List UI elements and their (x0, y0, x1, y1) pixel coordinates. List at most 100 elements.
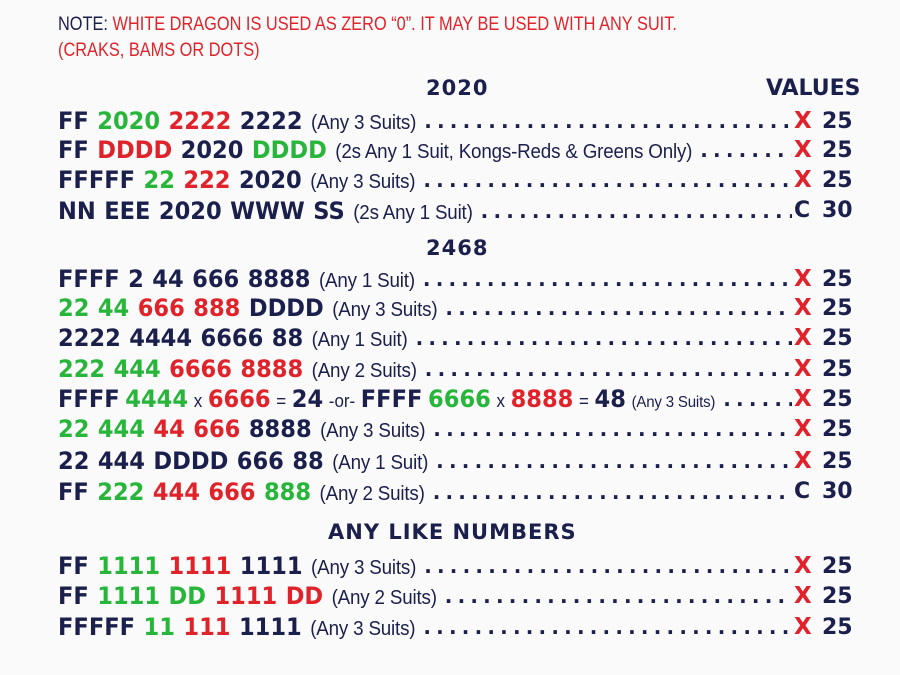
point-value: 25 (822, 326, 853, 351)
hand-value: X 25 (794, 551, 858, 583)
hand-row: FF 1111 DD 1111 DD (Any 2 Suits).............… (58, 581, 858, 613)
tile-group: 1111 (97, 552, 161, 580)
dot-leader: ........................................… (424, 357, 792, 381)
hand-description: (2s Any 1 Suit) (353, 202, 473, 224)
concealed-mark: C (794, 198, 811, 223)
operator-symbol: -or- (328, 391, 356, 411)
hand-value: X 25 (794, 354, 858, 386)
hand-row: FFFF 2 44 666 8888 (Any 1 Suit)..............… (58, 264, 858, 296)
tile-group: EEE (104, 197, 151, 225)
exposed-mark: X (794, 448, 812, 474)
exposed-mark: X (794, 137, 812, 163)
tile-group: FFFFF (58, 166, 136, 194)
tile-group: 4444 (125, 385, 189, 413)
exposed-mark: X (794, 614, 812, 640)
hand-description: (Any 3 Suits) (311, 557, 417, 579)
hand-row: FFFF 4444 x 6666 = 24 -or- FFFF 6666 x 8888 = 48 (Any… (58, 384, 858, 416)
tile-group: 8888 (510, 385, 574, 413)
tile-group: 44 (152, 265, 184, 293)
dot-leader: ........................................… (445, 296, 792, 320)
exposed-mark: X (794, 325, 812, 351)
point-value: 25 (822, 296, 853, 321)
exposed-mark: X (794, 266, 812, 292)
point-value: 25 (822, 449, 853, 474)
hand-value: X 25 (794, 165, 858, 197)
hand-row: FF 2020 2222 2222 (Any 3 Suits).............… (58, 106, 858, 138)
exposed-mark: X (794, 416, 812, 442)
exposed-mark: X (794, 295, 812, 321)
tile-group: 2020 (238, 166, 302, 194)
hand-description: (Any 3 Suits) (631, 394, 716, 411)
hand-tiles: FF DDDD 2020 DDDD (2s Any 1 Suit, Kongs-Reds… (58, 135, 692, 167)
exposed-mark: X (794, 356, 812, 382)
tile-group: FF (58, 136, 89, 164)
tile-group: 2020 (158, 197, 222, 225)
hand-row: FFFFF 22 222 2020 (Any 3 Suits).............… (58, 165, 858, 197)
hand-description: (Any 3 Suits) (311, 112, 417, 134)
tile-group: 22 (58, 294, 90, 322)
tile-group: 888 (193, 294, 241, 322)
hand-tiles: FF 1111 1111 1111 (Any 3 Suits) (58, 551, 416, 583)
tile-group: 22 (58, 415, 90, 443)
tile-group: 222 (183, 166, 231, 194)
tile-group: 8888 (240, 355, 304, 383)
tile-group: FF (58, 478, 89, 506)
tile-group: 1111 (238, 613, 302, 641)
dot-leader: ........................................… (700, 138, 792, 162)
tile-group: 88 (292, 447, 324, 475)
tile-group: 88 (271, 324, 304, 352)
tile-group: 6666 (428, 385, 491, 413)
white-dragon-note: NOTE: WHITE DRAGON IS USED AS ZERO “0”. … (58, 12, 746, 64)
tile-group: 444 (97, 447, 145, 475)
tile-group: 22 (143, 166, 175, 194)
tile-group: 666 (236, 447, 284, 475)
point-value: 25 (822, 387, 853, 412)
tile-group: DDDD (153, 447, 229, 475)
dot-leader: ........................................… (424, 109, 792, 133)
section-heading-2468: 2468 (426, 236, 489, 260)
dot-leader: ........................................… (423, 615, 792, 639)
section-heading-any-like-numbers: ANY LIKE NUMBERS (328, 520, 577, 544)
tile-group: 1111 (97, 582, 161, 610)
tile-group: FFFF (58, 265, 120, 293)
hand-tiles: 22 444 44 666 8888 (Any 3 Suits) (58, 414, 425, 446)
tile-group: 6666 (207, 385, 271, 413)
tile-group: FFFFF (58, 613, 136, 641)
hand-tiles: FFFFF 11 111 1111 (Any 3 Suits) (58, 612, 416, 644)
hand-row: FF 222 444 666 888 (Any 2 Suits).............… (58, 477, 858, 509)
tile-group: 8888 (248, 415, 312, 443)
dot-leader: ........................................… (433, 417, 792, 441)
tile-group: 222 (58, 355, 106, 383)
hand-value: C 30 (794, 196, 858, 228)
tile-group: 444 (152, 478, 200, 506)
hand-value: X 25 (794, 384, 858, 416)
exposed-mark: X (794, 108, 812, 134)
hand-value: X 25 (794, 414, 858, 446)
operator-symbol: x (496, 391, 505, 411)
dot-leader: ........................................… (423, 168, 792, 192)
tile-group: 2020 (180, 136, 244, 164)
note-prefix: NOTE: (58, 14, 108, 35)
hand-row: FF DDDD 2020 DDDD (2s Any 1 Suit, Kongs-Reds… (58, 135, 858, 167)
hand-row: 2222 4444 6666 88 (Any 1 Suit)..............… (58, 323, 858, 355)
point-value: 25 (822, 267, 853, 292)
hand-description: (Any 3 Suits) (320, 420, 426, 442)
tile-group: 2020 (97, 107, 161, 135)
tile-group: FF (58, 107, 89, 135)
hand-description: (Any 3 Suits) (310, 171, 416, 193)
tile-group: 24 (291, 385, 324, 413)
point-value: 25 (822, 138, 853, 163)
tile-group: 1111 (214, 582, 278, 610)
tile-group: 2 (128, 265, 144, 293)
hand-tiles: NN EEE 2020 WWW SS (2s Any 1 Suit) (58, 196, 473, 228)
tile-group: FF (58, 582, 89, 610)
hand-tiles: 222 444 6666 8888 (Any 2 Suits) (58, 354, 417, 386)
dot-leader: ........................................… (415, 326, 792, 350)
hand-value: X 25 (794, 135, 858, 167)
hand-tiles: FF 222 444 666 888 (Any 2 Suits) (58, 477, 425, 509)
hand-tiles: 22 444 DDDD 666 88 (Any 1 Suit) (58, 446, 428, 478)
hand-tiles: FFFF 4444 x 6666 = 24 -or- FFFF 6666 x 8888 = 48 (Any… (58, 384, 715, 418)
hand-description: (Any 3 Suits) (310, 618, 416, 640)
tile-group: 1111 (168, 552, 232, 580)
